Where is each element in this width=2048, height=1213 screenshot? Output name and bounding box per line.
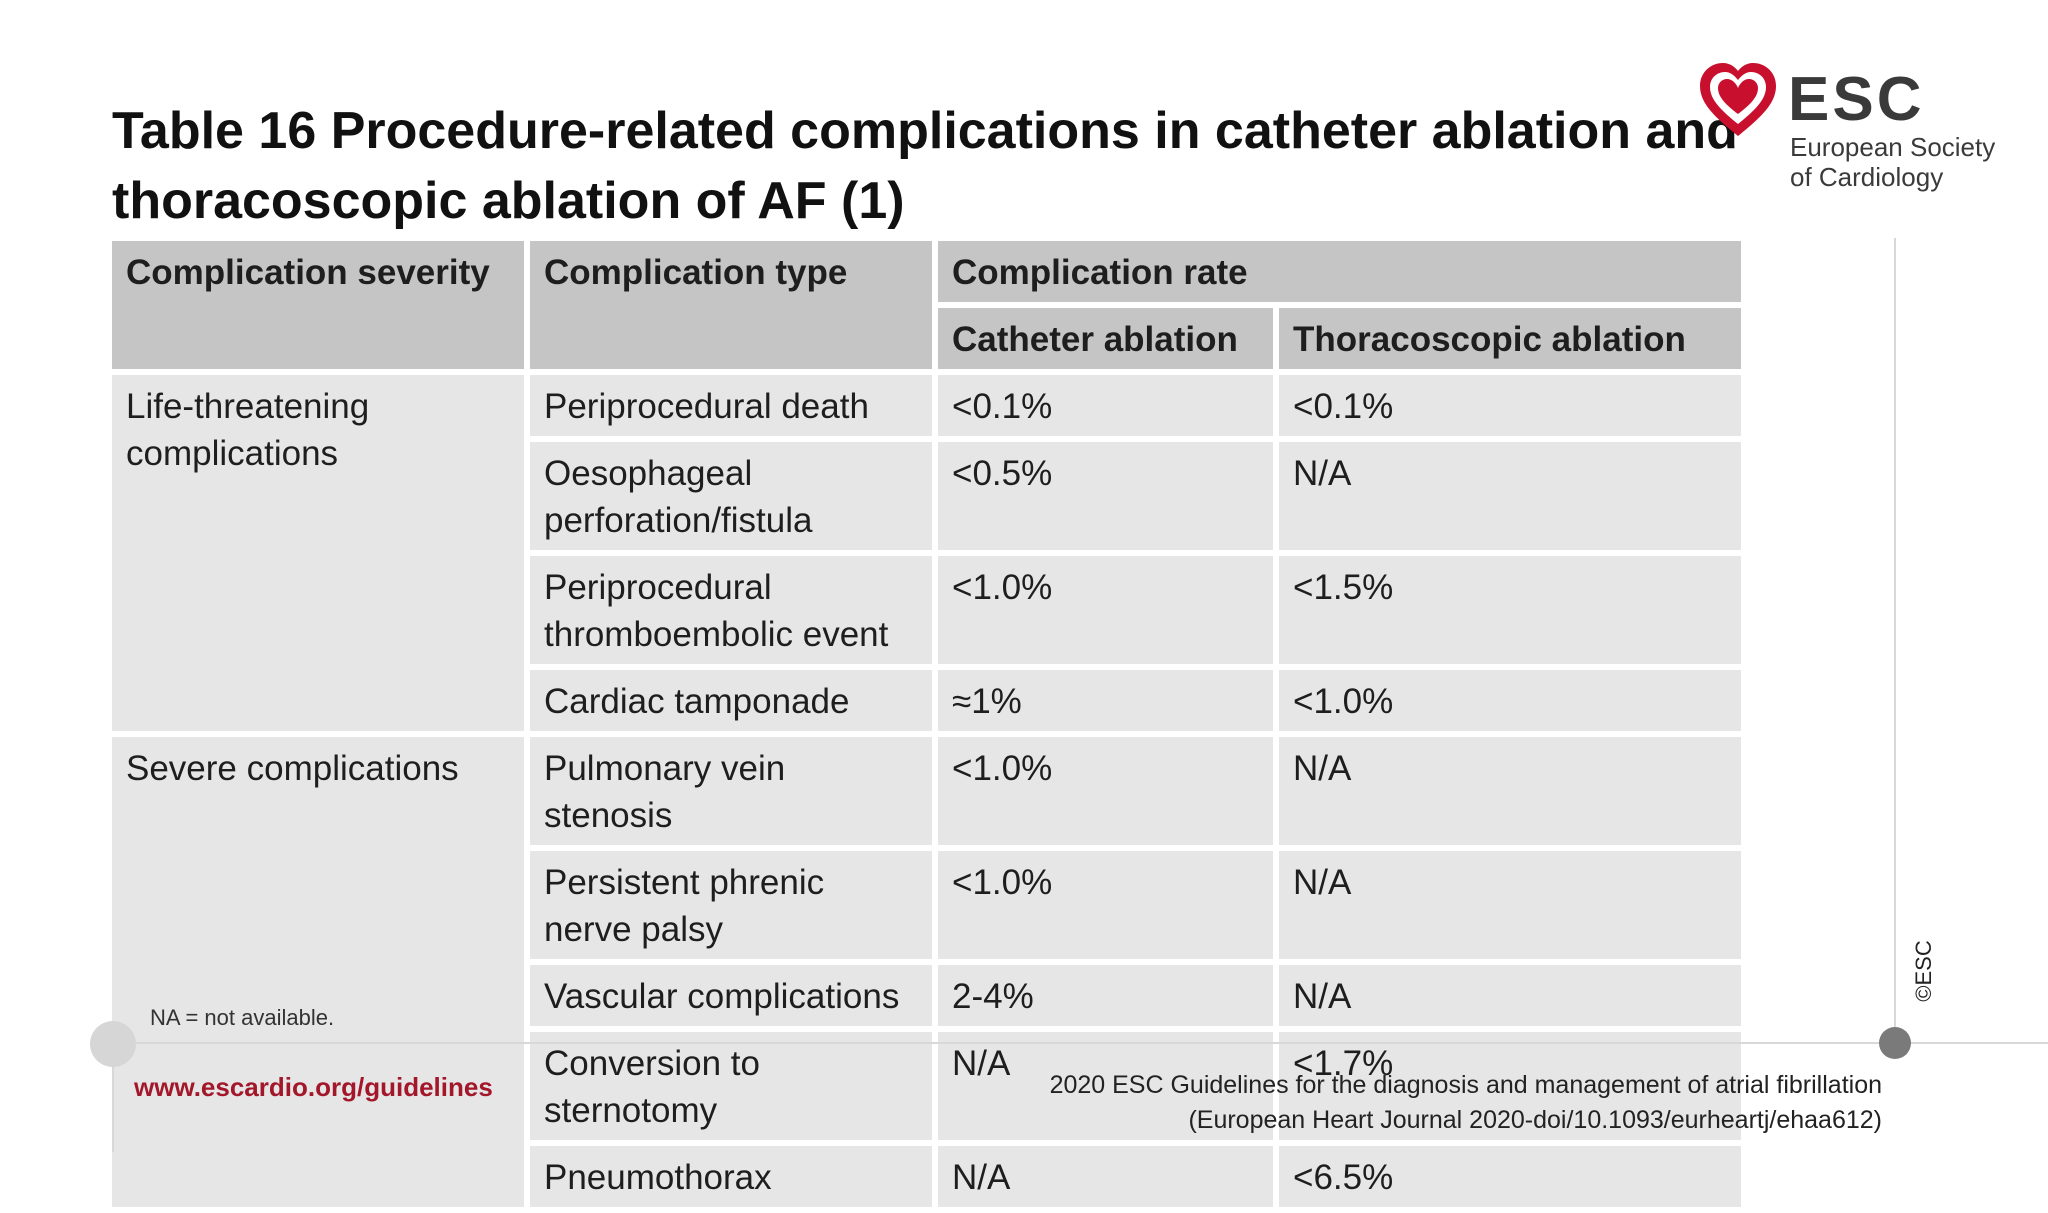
citation: 2020 ESC Guidelines for the diagnosis an… (1050, 1068, 1882, 1138)
title-line-1: Table 16 Procedure-related complications… (112, 102, 1738, 160)
type-cell: Persistent phrenic nerve palsy (530, 851, 932, 959)
thoracoscopic-cell: N/A (1279, 737, 1741, 845)
logo-subtitle-line-2: of Cardiology (1790, 162, 1944, 192)
catheter-cell: <1.0% (938, 556, 1273, 664)
type-cell: Pulmonary vein stenosis (530, 737, 932, 845)
table-row: Vascular complications 2-4% N/A (112, 965, 1741, 1026)
heart-icon (1700, 63, 1776, 136)
table-header-row: Complication severity Complication type … (112, 241, 1741, 369)
catheter-cell: ≈1% (938, 670, 1273, 731)
severity-cell: Life-threatening complications (112, 375, 524, 731)
thoracoscopic-cell: <1.5% (1279, 556, 1741, 664)
table-row: Severe complications Pulmonary vein sten… (112, 737, 1741, 1207)
thoracoscopic-cell: <1.7% (1279, 1032, 1741, 1140)
type-cell: Periprocedural death (530, 375, 932, 436)
catheter-cell: N/A (938, 1032, 1273, 1140)
thoracoscopic-cell: N/A (1279, 965, 1741, 1026)
catheter-cell: <1.0% (938, 737, 1273, 845)
title-line-2: thoracoscopic ablation of AF (1) (112, 172, 905, 230)
severity-cell: Severe complications (112, 737, 524, 1207)
catheter-cell: 2-4% (938, 965, 1273, 1026)
header-catheter: Catheter ablation (938, 308, 1273, 369)
table-row: Life-threatening complications Periproce… (112, 375, 1741, 731)
catheter-cell: <0.5% (938, 442, 1273, 550)
header-type: Complication type (530, 241, 932, 369)
footer-dot-right (1879, 1027, 1911, 1059)
copyright-label: ©ESC (1911, 940, 1936, 1002)
table-row: Cardiac tamponade ≈1% <1.0% (112, 670, 1741, 731)
table-subheader-row: Catheter ablation Thoracoscopic ablation (112, 308, 1741, 369)
type-cell: Periprocedural thromboembolic event (530, 556, 932, 664)
page-title: Table 16 Procedure-related complications… (112, 96, 1738, 236)
esc-logo: ESC European Society of Cardiology (1696, 58, 2016, 198)
catheter-cell: <0.1% (938, 375, 1273, 436)
catheter-cell: <1.0% (938, 851, 1273, 959)
catheter-cell: N/A (938, 1146, 1273, 1207)
footer-left-rule (112, 1067, 114, 1152)
footnote: NA = not available. (150, 1005, 335, 1030)
footer-divider (112, 1042, 2048, 1044)
type-cell: Pneumothorax (530, 1146, 932, 1207)
logo-subtitle: European Society of Cardiology (1790, 132, 1995, 192)
table-row: Oesophageal perforation/fistula <0.5% N/… (112, 442, 1741, 550)
header-thoracoscopic: Thoracoscopic ablation (1279, 308, 1741, 369)
table-row: Persistent phrenic nerve palsy <1.0% N/A (112, 851, 1741, 959)
header-rate: Complication rate (938, 241, 1741, 302)
table-row: Periprocedural thromboembolic event <1.0… (112, 556, 1741, 664)
type-cell: Conversion to sternotomy (530, 1032, 932, 1140)
guidelines-link[interactable]: www.escardio.org/guidelines (134, 1072, 493, 1102)
type-cell: Vascular complications (530, 965, 932, 1026)
logo-subtitle-line-1: European Society (1790, 132, 1996, 162)
complications-table: Complication severity Complication type … (106, 235, 1747, 1213)
header-severity: Complication severity (112, 241, 524, 369)
thoracoscopic-cell: <1.0% (1279, 670, 1741, 731)
citation-line-2: (European Heart Journal 2020-doi/10.1093… (1188, 1106, 1882, 1134)
thoracoscopic-cell: <6.5% (1279, 1146, 1741, 1207)
thoracoscopic-cell: N/A (1279, 851, 1741, 959)
type-cell: Oesophageal perforation/fistula (530, 442, 932, 550)
footer-dot-left (90, 1021, 136, 1067)
thoracoscopic-cell: <0.1% (1279, 375, 1741, 436)
type-cell: Cardiac tamponade (530, 670, 932, 731)
table-row: Conversion to sternotomy N/A <1.7% (112, 1032, 1741, 1140)
logo-wordmark: ESC (1788, 65, 1925, 134)
citation-line-1: 2020 ESC Guidelines for the diagnosis an… (1049, 1071, 1882, 1099)
thoracoscopic-cell: N/A (1279, 442, 1741, 550)
right-divider (1894, 238, 1896, 1038)
